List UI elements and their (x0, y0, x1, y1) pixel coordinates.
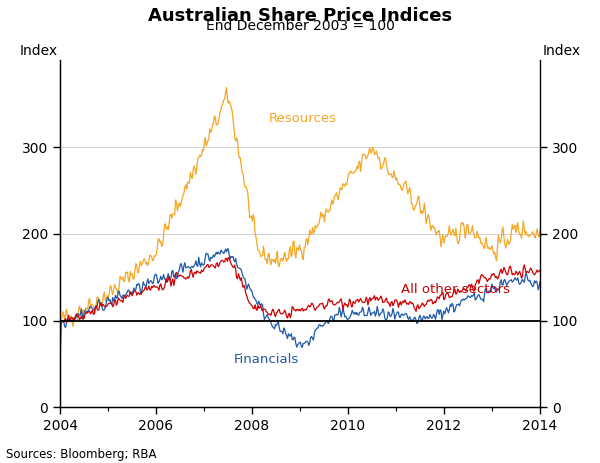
Text: Index: Index (542, 44, 581, 58)
Title: End December 2003 = 100: End December 2003 = 100 (206, 19, 394, 32)
Text: Index: Index (19, 44, 58, 58)
Text: Australian Share Price Indices: Australian Share Price Indices (148, 7, 452, 25)
Text: All other sectors: All other sectors (401, 283, 510, 296)
Text: Sources: Bloomberg; RBA: Sources: Bloomberg; RBA (6, 448, 157, 461)
Text: Resources: Resources (269, 113, 337, 125)
Text: Financials: Financials (234, 353, 299, 366)
